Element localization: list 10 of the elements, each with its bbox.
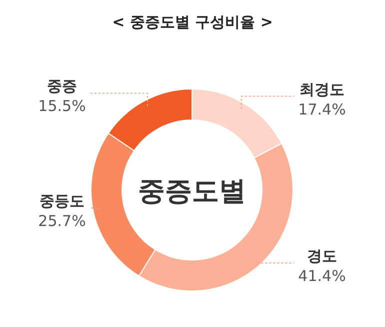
slice-label: 경도	[307, 246, 337, 265]
slice-label: 중등도	[40, 192, 84, 210]
data-label: 15.5%	[38, 97, 86, 116]
data-label: 17.4%	[298, 100, 346, 118]
slice-label: 최경도	[300, 80, 344, 98]
chart-title: < 중증도별 구성비율 >	[112, 13, 273, 31]
data-label: 41.4%	[298, 266, 346, 285]
text: 중증도별	[138, 176, 246, 207]
slice-label: 중증	[47, 77, 77, 96]
data-label: 25.7%	[38, 212, 86, 230]
